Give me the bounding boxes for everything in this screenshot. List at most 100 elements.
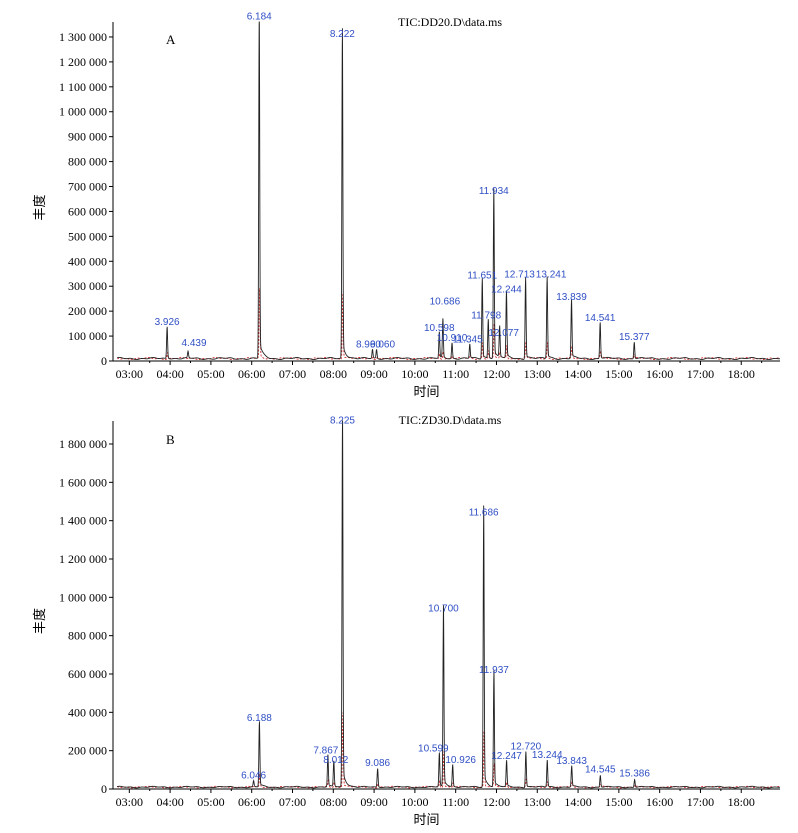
y-tick-label: 600 000 [68, 667, 107, 681]
peak-label: 15.386 [619, 768, 650, 779]
peak-label: 12.713 [504, 269, 535, 280]
x-tick-label: 18:00 [728, 367, 755, 381]
x-tick-label: 04:00 [156, 795, 183, 809]
peak-label: 14.541 [585, 313, 616, 324]
primary-trace [116, 21, 780, 361]
x-tick-label: 16:00 [646, 367, 673, 381]
y-tick-label: 700 000 [68, 180, 107, 194]
x-tick-label: 13:00 [524, 367, 551, 381]
peak-label: 10.686 [430, 297, 461, 308]
x-axis-label: 时间 [413, 384, 439, 399]
peak-label: 12.247 [491, 751, 522, 762]
x-tick-label: 15:00 [605, 367, 632, 381]
peak-label: 6.184 [247, 11, 272, 22]
x-tick-label: 05:00 [197, 367, 224, 381]
x-tick-label: 15:00 [605, 795, 632, 809]
peak-label: 10.926 [445, 755, 476, 766]
x-tick-label: 09:00 [360, 367, 387, 381]
x-tick-label: 11:00 [442, 795, 469, 809]
peak-label: 11.686 [469, 508, 499, 519]
x-tick-label: 07:00 [279, 367, 306, 381]
peak-label: 11.937 [479, 665, 509, 676]
panel-letter: A [166, 32, 176, 47]
x-tick-label: 05:00 [197, 795, 224, 809]
peak-label: 10.599 [418, 743, 449, 754]
peak-label: 13.839 [556, 292, 587, 303]
peak-label: 12.244 [491, 284, 522, 295]
peak-label: 8.225 [330, 416, 355, 427]
x-tick-label: 06:00 [238, 795, 265, 809]
y-tick-label: 100 000 [68, 329, 107, 343]
peak-label: 9.086 [365, 758, 390, 769]
x-tick-label: 04:00 [156, 367, 183, 381]
peak-label: 12.077 [488, 328, 519, 339]
peak-label: 3.926 [155, 317, 180, 328]
y-tick-label: 1 600 000 [59, 475, 107, 489]
peak-label: 15.377 [619, 332, 650, 343]
y-tick-label: 500 000 [68, 229, 107, 243]
peak-label: 11.798 [471, 311, 501, 322]
x-tick-label: 03:00 [116, 367, 143, 381]
y-tick-label: 400 000 [68, 705, 107, 719]
y-tick-label: 200 000 [68, 744, 107, 758]
x-tick-label: 14:00 [564, 795, 591, 809]
y-axis-label: 丰度 [32, 608, 47, 634]
y-tick-label: 1 400 000 [59, 514, 107, 528]
peak-label: 11.934 [479, 186, 509, 197]
peak-label: 8.012 [323, 755, 348, 766]
peak-label: 11.345 [453, 334, 483, 345]
secondary-trace [116, 712, 780, 789]
x-tick-label: 17:00 [687, 367, 714, 381]
x-tick-label: 03:00 [116, 795, 143, 809]
chart-title: TIC:DD20.D\data.ms [398, 15, 502, 29]
y-tick-label: 600 000 [68, 204, 107, 218]
peak-label: 7.867 [313, 745, 338, 756]
peak-label: 6.188 [247, 713, 272, 724]
x-tick-label: 14:00 [564, 367, 591, 381]
panel-letter: B [166, 432, 175, 447]
peak-label: 6.046 [241, 770, 266, 781]
peak-label: 9.060 [370, 339, 395, 350]
x-tick-label: 06:00 [238, 367, 265, 381]
y-tick-label: 800 000 [68, 155, 107, 169]
chart-title: TIC:ZD30.D\data.ms [399, 413, 502, 427]
peak-label: 13.843 [556, 756, 587, 767]
y-tick-label: 900 000 [68, 130, 107, 144]
y-tick-label: 400 000 [68, 254, 107, 268]
peak-label: 4.439 [182, 338, 207, 349]
y-tick-label: 200 000 [68, 304, 107, 318]
y-tick-label: 1 800 000 [59, 437, 107, 451]
x-tick-label: 07:00 [279, 795, 306, 809]
y-axis-label: 丰度 [32, 194, 47, 220]
peak-label: 8.222 [330, 29, 355, 40]
peak-label: 13.244 [532, 750, 563, 761]
peak-label: 10.700 [428, 604, 459, 615]
peak-label: 13.241 [536, 269, 567, 280]
y-tick-label: 1 300 000 [59, 30, 107, 44]
y-tick-label: 300 000 [68, 279, 107, 293]
panel-a: 0 100 000 200 000 300 000 400 000 500 000 600 … [32, 11, 780, 399]
peak-label: 10.598 [424, 323, 455, 334]
peak-label: 8.960 [356, 339, 381, 350]
x-tick-label: 08:00 [320, 367, 347, 381]
y-tick-label: 1 200 000 [59, 552, 107, 566]
peak-label: 10.910 [437, 333, 468, 344]
y-tick-label: 1 100 000 [59, 80, 107, 94]
x-tick-label: 12:00 [483, 367, 510, 381]
y-tick-label: 1 000 000 [59, 105, 107, 119]
x-tick-label: 11:00 [442, 367, 469, 381]
panel-b: 0 200 000 400 000 600 000 800 000 1 000 000 1 … [32, 413, 780, 827]
x-tick-label: 12:00 [483, 795, 510, 809]
x-tick-label: 16:00 [646, 795, 673, 809]
y-tick-label: 0 [101, 782, 107, 796]
y-tick-label: 0 [101, 354, 107, 368]
x-tick-label: 10:00 [401, 367, 428, 381]
primary-trace [116, 420, 780, 789]
peak-label: 11.651 [467, 271, 497, 282]
x-tick-label: 17:00 [687, 795, 714, 809]
x-tick-label: 13:00 [524, 795, 551, 809]
x-tick-label: 08:00 [320, 795, 347, 809]
x-tick-label: 18:00 [728, 795, 755, 809]
x-tick-label: 09:00 [360, 795, 387, 809]
